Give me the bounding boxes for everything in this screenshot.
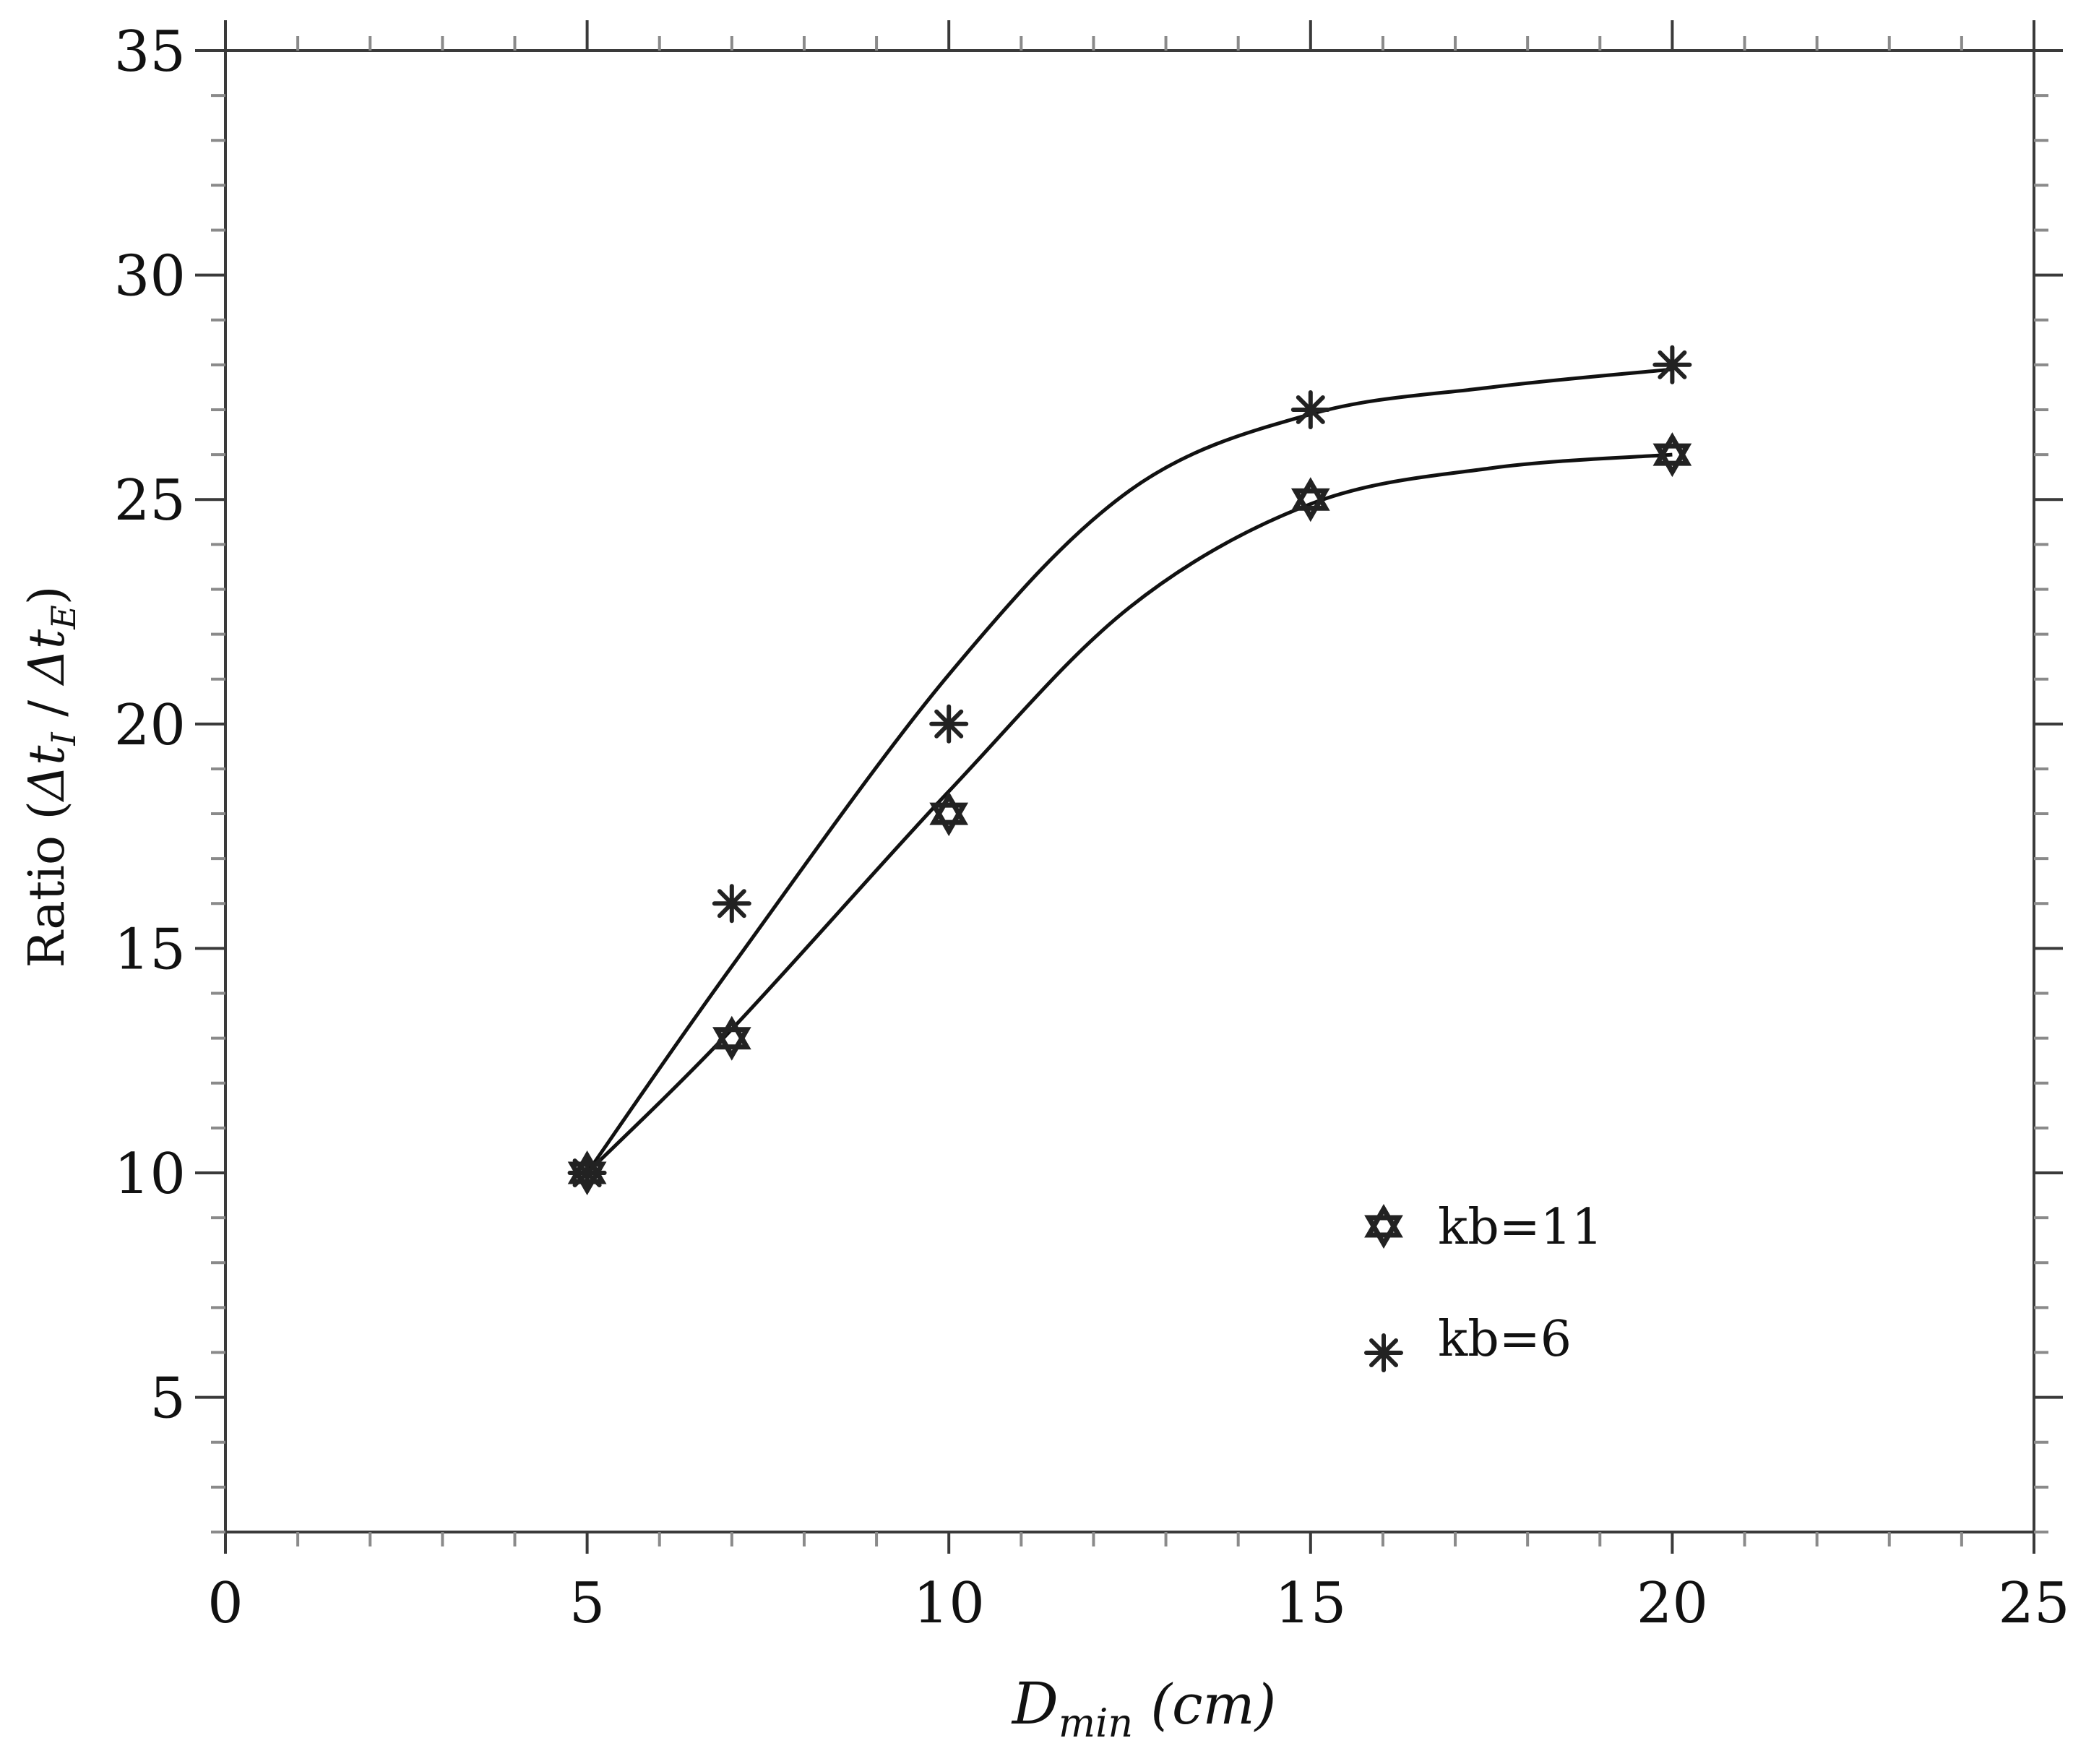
x-axis-symbol: D bbox=[1011, 1670, 1059, 1737]
tick-labels: 0 5 10 15 20 25 5 10 15 20 25 30 35 bbox=[114, 20, 2070, 1636]
data-point-series-2 bbox=[1290, 390, 1330, 429]
legend-marker-asterisk-icon bbox=[1364, 1333, 1403, 1372]
hexagram-triangle-up bbox=[1290, 477, 1330, 511]
asterisk-stroke bbox=[934, 709, 964, 739]
data-point-series-1 bbox=[712, 1015, 751, 1061]
y-tick-label: 5 bbox=[150, 1367, 186, 1432]
asterisk-stroke bbox=[717, 889, 746, 918]
y-tick-label: 10 bbox=[114, 1142, 186, 1207]
y-tick-label: 30 bbox=[114, 244, 186, 309]
axis-ticks bbox=[195, 20, 2063, 1554]
y-tick-label: 25 bbox=[114, 468, 186, 533]
hexagram-triangle-up bbox=[712, 1015, 751, 1050]
y-axis-separator: / bbox=[19, 684, 76, 732]
fit-curve-series-1 bbox=[585, 452, 1673, 1174]
axis-titles: Dmin (cm)Ratio (ΔtI / ΔtE) bbox=[19, 586, 1276, 1746]
y-axis-prefix: Ratio ( bbox=[19, 801, 76, 968]
data-point-series-1 bbox=[1290, 477, 1330, 522]
fit-curves bbox=[585, 367, 1673, 1174]
x-axis-unit: (cm) bbox=[1133, 1672, 1276, 1737]
legend-marker-hexagram-icon bbox=[1364, 1204, 1403, 1249]
hexagram-triangle-up bbox=[1364, 1204, 1403, 1238]
hexagram-triangle-up bbox=[1652, 432, 1692, 466]
asterisk-stroke bbox=[572, 1158, 602, 1187]
data-point-series-1 bbox=[929, 791, 969, 837]
data-point-series-1 bbox=[1652, 432, 1692, 478]
legend-label-series-1: kb=11 bbox=[1438, 1199, 1603, 1256]
x-tick-label: 15 bbox=[1275, 1571, 1346, 1636]
y-tick-label: 15 bbox=[114, 917, 186, 982]
data-point-series-2 bbox=[712, 884, 751, 924]
x-tick-label: 25 bbox=[1998, 1571, 2069, 1636]
hexagram-triangle-up bbox=[929, 791, 969, 825]
data-point-series-2 bbox=[567, 1153, 607, 1192]
hexagram-triangle-down bbox=[929, 802, 969, 837]
hexagram-triangle-down bbox=[1290, 488, 1330, 522]
fit-curve-series-2 bbox=[585, 367, 1673, 1174]
y-axis-numerator-sub: I bbox=[44, 731, 83, 746]
x-tick-label: 5 bbox=[569, 1571, 605, 1636]
y-tick-label: 20 bbox=[114, 693, 186, 758]
data-point-series-2 bbox=[929, 704, 969, 744]
y-tick-label: 35 bbox=[114, 20, 186, 85]
y-axis-numerator: Δt bbox=[19, 745, 76, 803]
x-tick-label: 0 bbox=[207, 1571, 243, 1636]
y-axis-title: Ratio (ΔtI / ΔtE) bbox=[19, 586, 83, 968]
data-point-series-2 bbox=[1652, 345, 1692, 384]
hexagram-triangle-down bbox=[1652, 443, 1692, 478]
data-points bbox=[567, 345, 1692, 1195]
legend-label-series-2: kb=6 bbox=[1438, 1311, 1572, 1368]
x-axis-title: Dmin (cm) bbox=[1011, 1670, 1277, 1746]
x-tick-label: 20 bbox=[1637, 1571, 1708, 1636]
x-tick-label: 10 bbox=[913, 1571, 985, 1636]
y-axis-suffix: ) bbox=[19, 586, 76, 606]
asterisk-stroke bbox=[1296, 395, 1325, 424]
hexagram-triangle-down bbox=[1364, 1215, 1403, 1249]
y-axis-denominator: Δt bbox=[19, 629, 76, 687]
asterisk-stroke bbox=[1369, 1338, 1398, 1367]
x-axis-subscript: min bbox=[1059, 1700, 1133, 1746]
asterisk-stroke bbox=[1658, 350, 1687, 379]
plot-border bbox=[224, 49, 2035, 1533]
hexagram-triangle-down bbox=[712, 1027, 751, 1061]
legend: kb=11 kb=6 bbox=[1364, 1199, 1603, 1372]
y-axis-denominator-sub: E bbox=[44, 605, 83, 630]
plot-frame bbox=[224, 49, 2035, 1533]
